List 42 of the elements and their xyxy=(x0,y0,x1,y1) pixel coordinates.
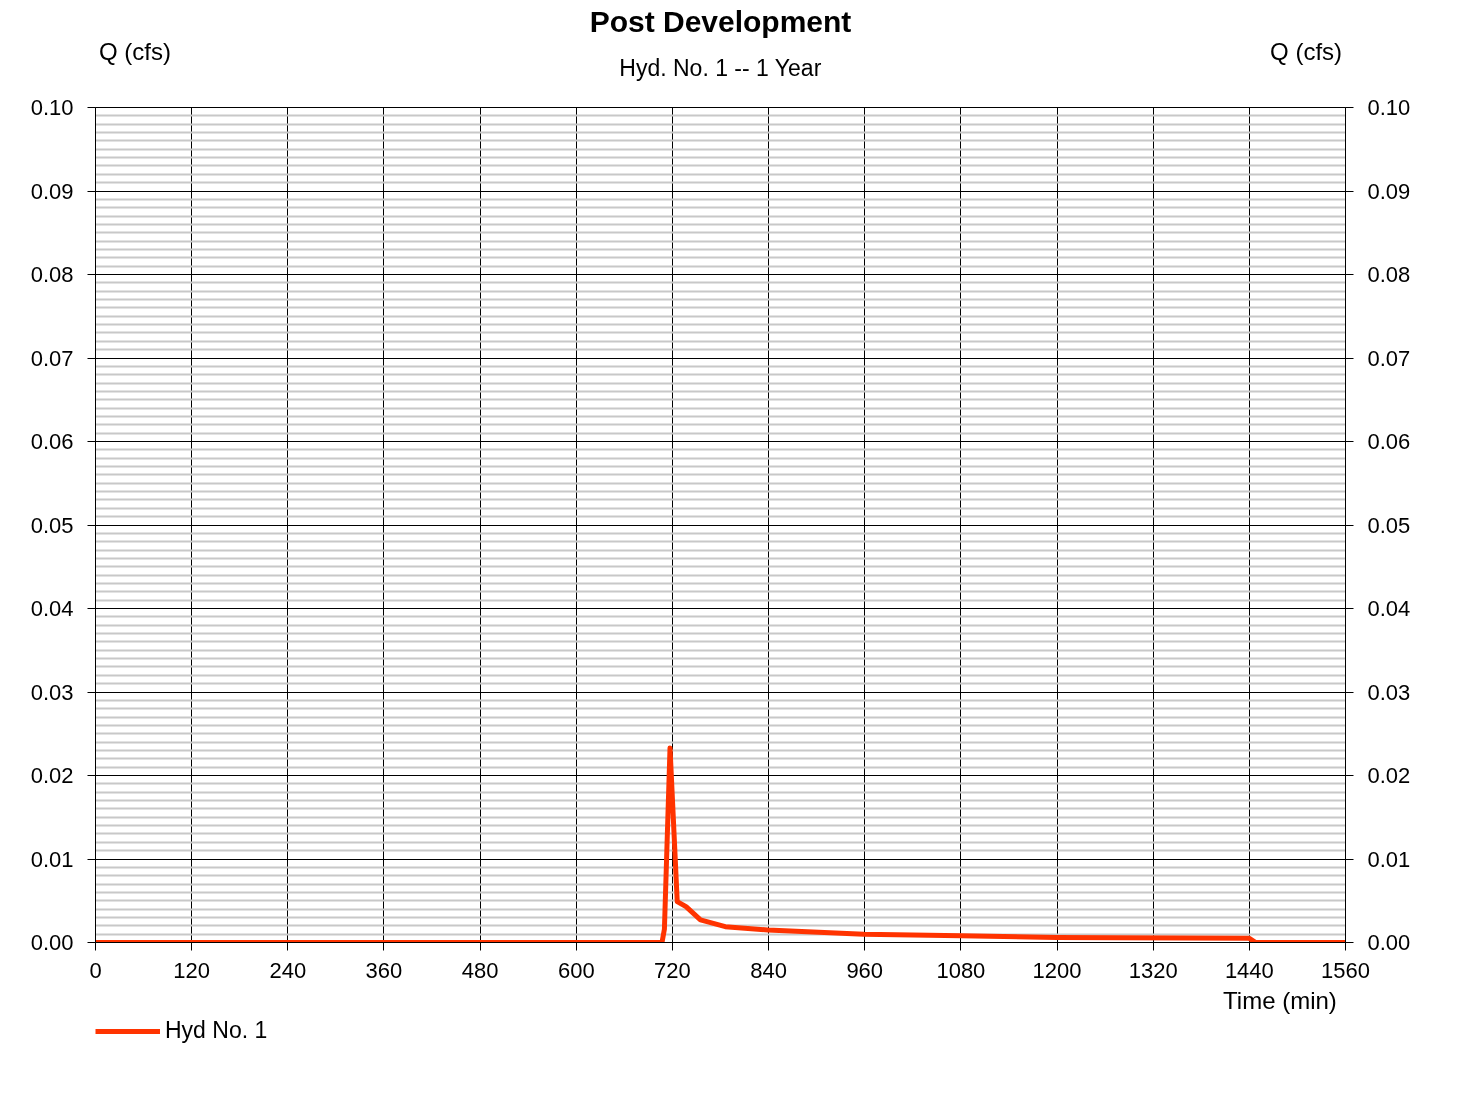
x-tick-label: 1080 xyxy=(936,957,986,983)
y2-tick-label: 0.08 xyxy=(1367,262,1411,287)
x-tick-label: 1200 xyxy=(1032,957,1082,983)
x-tick-label: 480 xyxy=(461,957,499,983)
x-tick-label: 1560 xyxy=(1321,957,1370,983)
y-tick-label: 0.10 xyxy=(30,95,74,120)
y-tick-label: 0.02 xyxy=(30,763,74,788)
y2-tick-label: 0.00 xyxy=(1367,930,1411,955)
y2-tick-label: 0.01 xyxy=(1367,846,1411,872)
y-axis-title: Q (cfs) xyxy=(98,38,171,65)
y2-tick-label: 0.10 xyxy=(1367,95,1411,120)
x-tick-label: 1440 xyxy=(1224,957,1274,983)
y-tick-label: 0.05 xyxy=(30,512,74,538)
y-tick-label: 0.01 xyxy=(30,846,74,872)
x-tick-label: 960 xyxy=(846,957,884,983)
chart-subtitle: Hyd. No. 1 -- 1 Year xyxy=(619,54,822,81)
y-tick-label: 0.09 xyxy=(30,178,74,204)
x-tick-label: 240 xyxy=(269,957,307,983)
y2-axis-title: Q (cfs) xyxy=(1270,38,1343,65)
y2-tick-label: 0.06 xyxy=(1367,429,1411,454)
y2-tick-label: 0.09 xyxy=(1367,178,1411,204)
x-tick-label: 840 xyxy=(750,957,787,983)
y-tick-label: 0.00 xyxy=(30,930,74,955)
y2-tick-label: 0.05 xyxy=(1367,512,1411,538)
x-tick-label: 600 xyxy=(557,957,595,983)
y2-tick-label: 0.04 xyxy=(1367,596,1411,621)
y-tick-label: 0.04 xyxy=(30,596,74,621)
y-tick-label: 0.07 xyxy=(30,345,74,371)
x-tick-label: 720 xyxy=(654,957,691,983)
legend-label: Hyd No. 1 xyxy=(165,1017,268,1044)
y-tick-label: 0.06 xyxy=(30,429,74,454)
x-tick-label: 120 xyxy=(173,957,211,983)
y2-tick-label: 0.03 xyxy=(1367,679,1411,705)
x-tick-label: 360 xyxy=(365,957,403,983)
y2-tick-label: 0.02 xyxy=(1367,763,1411,788)
chart-title: Post Development xyxy=(589,5,852,38)
x-tick-label: 0 xyxy=(89,957,102,983)
y2-tick-label: 0.07 xyxy=(1367,345,1411,371)
y-tick-label: 0.03 xyxy=(30,679,74,705)
x-axis-title: Time (min) xyxy=(1223,987,1337,1014)
x-tick-label: 1320 xyxy=(1128,957,1178,983)
y-tick-label: 0.08 xyxy=(30,262,74,287)
